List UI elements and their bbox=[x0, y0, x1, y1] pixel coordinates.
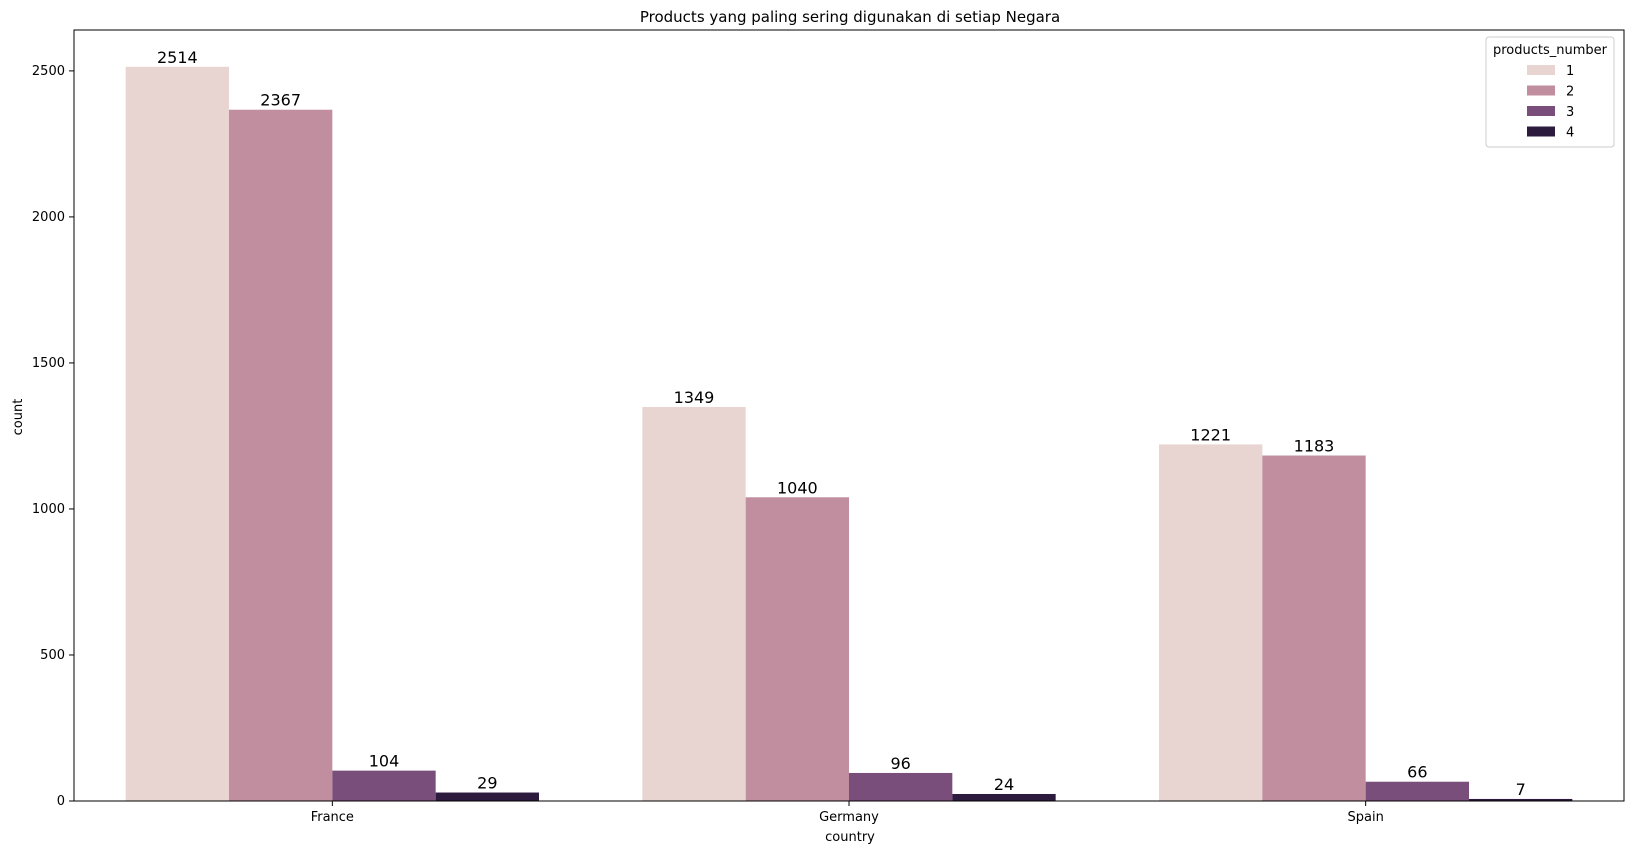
bar-value-label: 7 bbox=[1516, 780, 1526, 799]
legend-swatch-3 bbox=[1527, 106, 1555, 116]
y-tick-label: 0 bbox=[57, 794, 65, 809]
bar-value-label: 2514 bbox=[157, 48, 198, 67]
bar-france-2 bbox=[229, 109, 333, 802]
bar-value-label: 1040 bbox=[777, 478, 818, 497]
bar-france-4 bbox=[435, 792, 539, 801]
legend-label-1: 1 bbox=[1566, 64, 1574, 79]
x-tick-label-spain: Spain bbox=[1348, 810, 1384, 825]
y-tick-label: 2500 bbox=[32, 64, 65, 79]
legend-label-3: 3 bbox=[1566, 105, 1574, 120]
bar-labels-group: 2514 2367 104 29 1349 1040 96 24 1221 1183 66 7 bbox=[157, 48, 1526, 799]
bar-france-1 bbox=[125, 66, 229, 801]
x-tick-label-germany: Germany bbox=[819, 810, 879, 825]
y-axis-label: count bbox=[11, 399, 26, 436]
bar-value-label: 1183 bbox=[1294, 437, 1335, 456]
bar-value-label: 66 bbox=[1407, 763, 1427, 782]
y-axis: 0 500 1000 1500 2000 2500 bbox=[32, 64, 74, 809]
legend-label-2: 2 bbox=[1566, 85, 1574, 100]
y-tick-label: 1500 bbox=[32, 356, 65, 371]
legend-label-4: 4 bbox=[1566, 126, 1574, 141]
bar-germany-3 bbox=[849, 772, 953, 801]
bar-value-label: 96 bbox=[890, 754, 910, 773]
y-tick-label: 1000 bbox=[32, 502, 65, 517]
bar-france-3 bbox=[332, 770, 436, 801]
chart-title: Products yang paling sering digunakan di… bbox=[640, 8, 1060, 26]
bar-value-label: 24 bbox=[994, 775, 1014, 794]
bar-spain-2 bbox=[1262, 455, 1366, 801]
bar-value-label: 1221 bbox=[1190, 425, 1231, 444]
bar-value-label: 29 bbox=[477, 774, 497, 793]
bar-value-label: 1349 bbox=[674, 388, 715, 407]
bar-germany-1 bbox=[642, 407, 746, 801]
legend: products_number 1 2 3 4 bbox=[1485, 36, 1615, 148]
bar-spain-1 bbox=[1159, 444, 1263, 801]
x-tick-label-france: France bbox=[311, 810, 354, 825]
bar-spain-3 bbox=[1365, 781, 1469, 801]
bar-value-label: 2367 bbox=[260, 91, 301, 110]
bar-value-label: 104 bbox=[369, 752, 400, 771]
x-axis-label: country bbox=[825, 830, 875, 845]
bar-germany-4 bbox=[952, 793, 1056, 801]
legend-items: 1 2 3 4 bbox=[1527, 64, 1574, 141]
y-tick-label: 500 bbox=[40, 648, 65, 663]
bars-group bbox=[125, 66, 1573, 802]
y-tick-label: 2000 bbox=[32, 210, 65, 225]
bar-germany-2 bbox=[745, 497, 849, 801]
legend-swatch-2 bbox=[1527, 85, 1555, 96]
legend-swatch-1 bbox=[1527, 65, 1555, 75]
legend-title: products_number bbox=[1493, 43, 1608, 58]
legend-swatch-4 bbox=[1527, 126, 1555, 137]
x-axis: France Germany Spain bbox=[311, 801, 1384, 825]
bar-spain-4 bbox=[1469, 798, 1573, 801]
